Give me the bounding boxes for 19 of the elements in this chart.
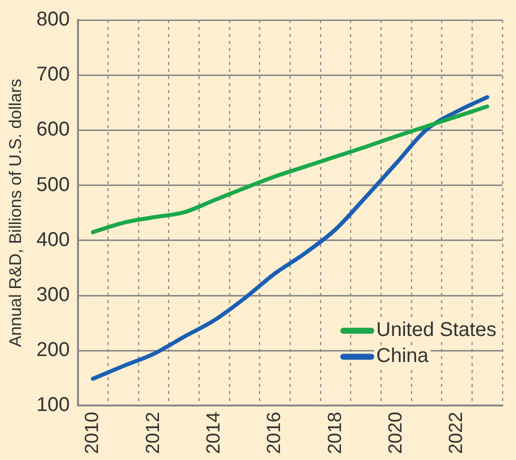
y-tick-label: 500: [36, 174, 70, 196]
legend-label: United States: [376, 319, 496, 342]
x-tick-label: 2014: [203, 411, 224, 454]
line-series: [90, 104, 490, 234]
y-tick-label: 400: [36, 228, 70, 251]
x-tick-label: 2012: [142, 412, 164, 454]
y-tick-label: 700: [36, 64, 70, 86]
y-tick-label: 800: [36, 8, 70, 31]
x-tick-label: 2020: [385, 412, 406, 454]
y-tick-label: 100: [36, 394, 70, 416]
y-tick-label: 200: [36, 339, 70, 362]
x-tick-label: 2010: [82, 412, 104, 454]
legend-label: China: [376, 345, 430, 368]
y-tick-label: 300: [36, 284, 70, 306]
y-tick-label: 600: [36, 118, 70, 141]
y-axis-title: Annual R&D, Billions of U.S. dollars: [6, 78, 25, 348]
x-tick-label: 2022: [446, 412, 468, 454]
x-tick-label: 2018: [324, 412, 346, 454]
x-tick-label: 2016: [264, 412, 286, 454]
